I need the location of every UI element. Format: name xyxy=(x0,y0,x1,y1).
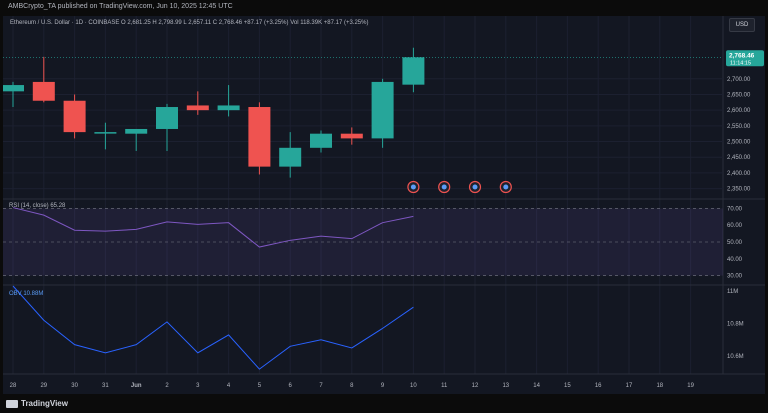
price-axis-tick-label: 2,550.00 xyxy=(727,124,751,130)
time-axis-tick-label: 6 xyxy=(289,383,293,389)
obv-axis-tick-label: 10.6M xyxy=(727,354,744,360)
time-axis-tick-label: 9 xyxy=(381,383,385,389)
time-axis-tick-label: 8 xyxy=(350,383,354,389)
time-axis-tick-label: 10 xyxy=(410,383,417,389)
ohlc-values: O 2,681.25 H 2,798.99 L 2,657.11 C 2,768… xyxy=(121,20,289,26)
event-marker-dot xyxy=(472,184,478,190)
rsi-axis-tick-label: 70.00 xyxy=(727,206,743,212)
time-axis-tick-label: 16 xyxy=(595,383,602,389)
time-axis-tick-label: 17 xyxy=(626,383,633,389)
time-axis-tick-label: 29 xyxy=(40,383,47,389)
time-axis-tick-label: 19 xyxy=(687,383,694,389)
candle-body[interactable] xyxy=(371,81,394,139)
chart-canvas[interactable]: 2,350.00 2,400.00 2,450.00 2,500.00 2,550.00… xyxy=(3,16,765,394)
time-axis-tick-label: 12 xyxy=(472,383,479,389)
rsi-axis-tick-label: 30.00 xyxy=(727,274,743,280)
volume-value: Vol 118.39K +87.17 (+3.25%) xyxy=(290,20,369,26)
obv-line xyxy=(12,285,414,370)
candle-body[interactable] xyxy=(217,105,240,111)
time-axis-tick-label: 31 xyxy=(102,383,109,389)
time-axis-tick-label: 7 xyxy=(319,383,323,389)
publish-info: AMBCrypto_TA published on TradingView.co… xyxy=(8,3,233,10)
time-axis-tick-label: 4 xyxy=(227,383,231,389)
price-axis-tick-label: 2,450.00 xyxy=(727,155,751,161)
rsi-axis-tick-label: 50.00 xyxy=(727,240,743,246)
candle-body[interactable] xyxy=(186,105,209,111)
candle-body[interactable] xyxy=(3,85,24,92)
rsi-axis-tick-label: 60.00 xyxy=(727,223,743,229)
time-axis-tick-label: 15 xyxy=(564,383,571,389)
rsi-line xyxy=(12,207,414,248)
event-marker-dot xyxy=(503,184,509,190)
obv-axis-tick-label: 10.8M xyxy=(727,321,744,327)
price-axis-tick-label: 2,700.00 xyxy=(727,77,751,83)
time-axis-tick-label: 13 xyxy=(502,383,509,389)
symbol-title: Ethereum / U.S. Dollar · 1D · COINBASE xyxy=(10,20,120,26)
currency-button[interactable]: USD xyxy=(729,18,755,32)
price-axis-tick-label: 2,350.00 xyxy=(727,187,751,193)
last-price-countdown: 11:14:15 xyxy=(730,60,751,66)
time-axis-tick-label: 14 xyxy=(533,383,540,389)
candle-body[interactable] xyxy=(248,107,271,167)
rsi-pane-title: RSI (14, close) 65.28 xyxy=(9,203,66,209)
event-marker-dot xyxy=(441,184,447,190)
time-axis-tick-label: 11 xyxy=(441,383,448,389)
top-bar: AMBCrypto_TA published on TradingView.co… xyxy=(0,0,768,16)
chart-area[interactable]: 2,350.00 2,400.00 2,450.00 2,500.00 2,550.00… xyxy=(3,16,765,394)
symbol-legend: Ethereum / U.S. Dollar · 1D · COINBASE O… xyxy=(10,20,368,26)
candle-body[interactable] xyxy=(156,107,178,129)
candle-body[interactable] xyxy=(402,57,425,85)
candle-body[interactable] xyxy=(125,128,148,134)
price-axis-tick-label: 2,500.00 xyxy=(727,140,751,146)
time-axis-tick-label: 3 xyxy=(196,383,200,389)
candle-body[interactable] xyxy=(32,81,55,101)
footer-bar: TradingView xyxy=(0,394,768,413)
tradingview-brand-text: TradingView xyxy=(21,399,68,408)
candle-body[interactable] xyxy=(63,100,86,133)
rsi-axis-tick-label: 40.00 xyxy=(727,257,743,263)
candle-body[interactable] xyxy=(340,133,363,139)
price-axis-tick-label: 2,400.00 xyxy=(727,171,751,177)
obv-axis-tick-label: 11M xyxy=(727,289,738,295)
tradingview-logo-icon xyxy=(6,399,18,408)
time-axis-tick-label: 18 xyxy=(656,383,663,389)
candle-body[interactable] xyxy=(310,133,332,148)
obv-pane-title: OBV 10.88M xyxy=(9,291,43,297)
candle-body[interactable] xyxy=(94,132,117,134)
price-axis-tick-label: 2,650.00 xyxy=(727,92,751,98)
tradingview-logo[interactable]: TradingView xyxy=(6,399,68,408)
last-price-badge xyxy=(726,50,764,67)
time-axis-tick-label: 28 xyxy=(10,383,17,389)
time-axis-tick-label: 2 xyxy=(165,383,169,389)
candle-body[interactable] xyxy=(279,147,302,167)
event-marker-dot xyxy=(410,184,416,190)
time-axis-tick-label: 5 xyxy=(258,383,262,389)
price-axis-tick-label: 2,600.00 xyxy=(727,108,751,114)
time-axis-tick-label: 30 xyxy=(71,383,78,389)
last-price-value: 2,768.46 xyxy=(729,52,755,59)
time-axis-tick-label: Jun xyxy=(131,383,142,389)
